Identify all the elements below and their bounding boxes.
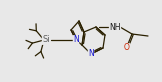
Text: NH: NH: [109, 22, 121, 31]
Text: Si: Si: [42, 36, 50, 45]
Text: N: N: [88, 50, 94, 58]
Text: O: O: [124, 43, 130, 52]
Text: N: N: [73, 36, 79, 45]
